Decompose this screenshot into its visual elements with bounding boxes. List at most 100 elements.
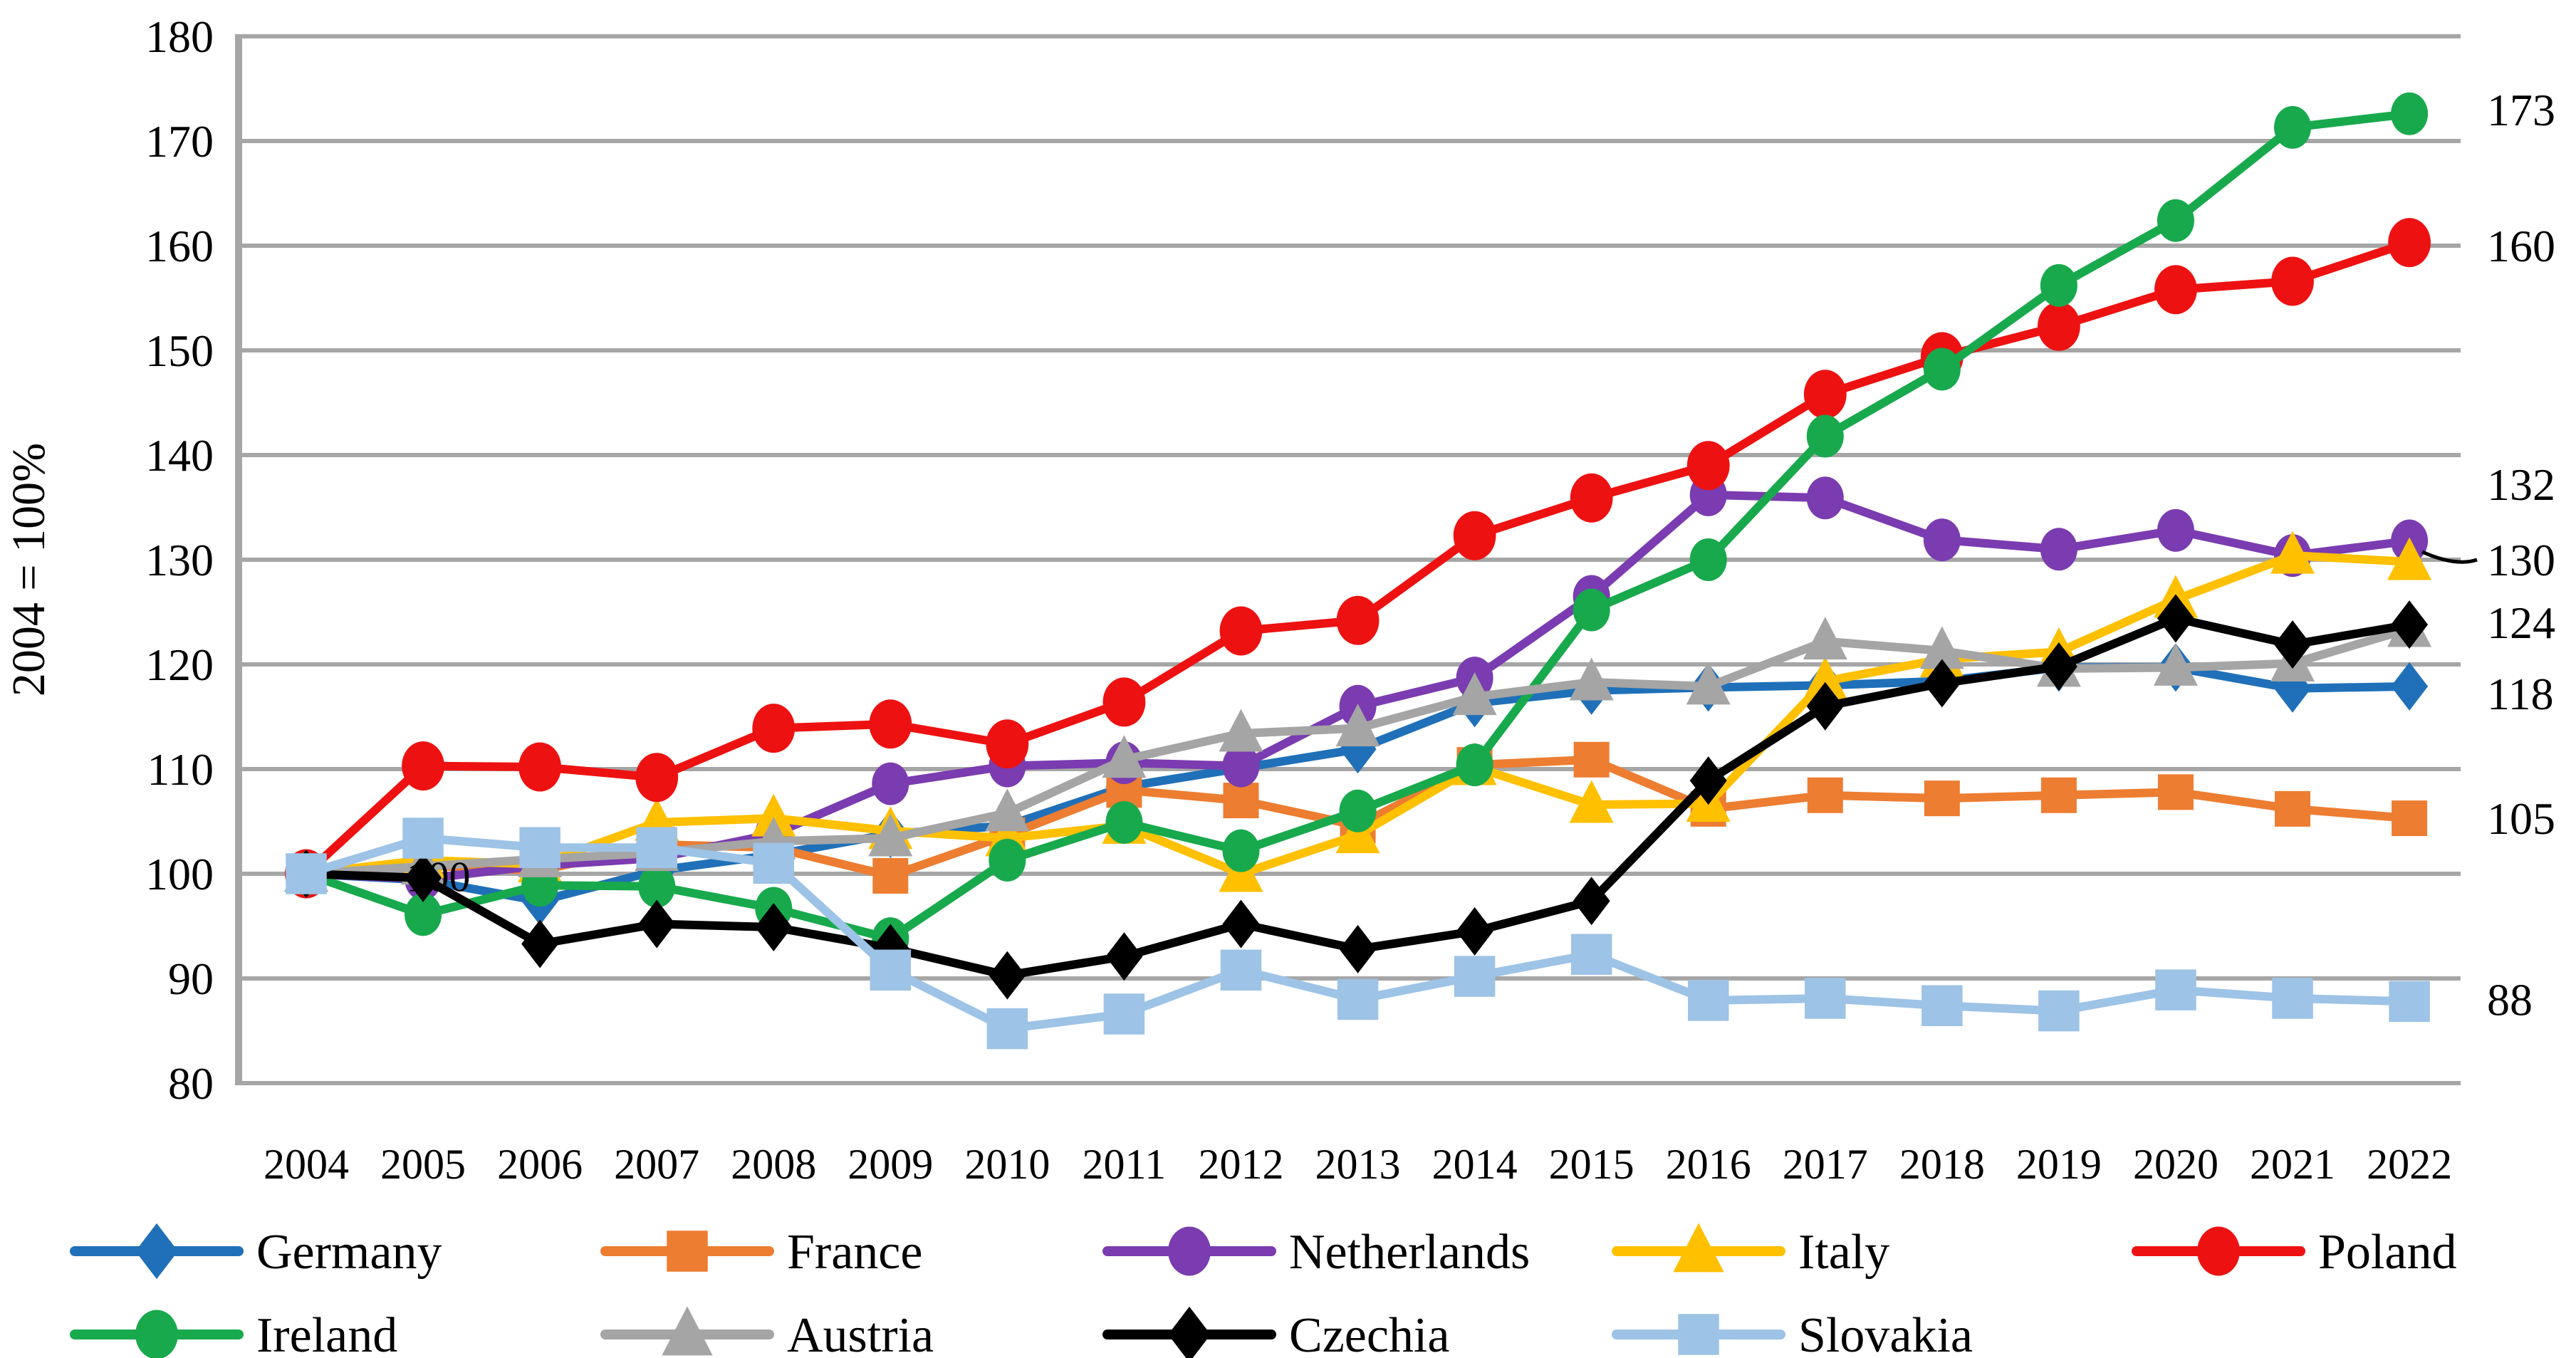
marker-diamond [2157,594,2194,643]
marker-diamond [1222,899,1260,949]
y-tick-label-110: 110 [147,744,214,795]
marker-circle [2040,263,2077,307]
marker-circle [869,699,912,749]
x-tick-label-2013: 2013 [1315,1141,1401,1188]
marker-circle [989,838,1026,882]
marker-circle [1689,538,1727,581]
y-tick-label-170: 170 [145,116,214,167]
marker-circle [518,742,562,792]
marker-circle [2391,92,2429,135]
marker-square [1570,934,1612,975]
marker-circle [1573,588,1610,632]
marker-square [519,827,560,868]
y-tick-label-80: 80 [168,1058,214,1109]
marker-circle [2157,199,2194,242]
marker-triangle [1569,780,1614,823]
marker-square [667,1231,708,1272]
marker-circle [2038,301,2080,351]
marker-circle [1102,677,1146,727]
end-label-germany: 118 [2487,669,2554,719]
marker-circle [1453,511,1496,560]
legend-label: France [787,1225,922,1280]
x-tick-label-2011: 2011 [1083,1141,1167,1188]
x-tick-label-2018: 2018 [1899,1141,1985,1188]
marker-diamond [755,902,793,951]
marker-diamond [521,919,559,968]
marker-square [2157,774,2194,810]
x-tick-label-2021: 2021 [2250,1141,2335,1188]
marker-circle [2271,256,2314,306]
x-tick-label-2005: 2005 [380,1141,466,1188]
marker-square [1687,980,1729,1021]
marker-triangle [1219,709,1263,752]
legend-item-austria: Austria [600,1306,934,1358]
marker-circle [752,704,796,753]
marker-triangle [1803,657,1847,700]
y-tick-label-130: 130 [145,535,214,585]
marker-square [1924,780,1960,817]
marker-square [872,857,909,894]
legend-item-germany: Germany [70,1223,442,1280]
x-tick-label-2006: 2006 [497,1141,583,1188]
x-tick-label-2019: 2019 [2016,1141,2102,1188]
marker-square [2272,978,2313,1019]
marker-diamond [1339,725,1377,774]
marker-triangle [2153,642,2198,686]
series-poland [285,218,2431,899]
end-label-netherlands: 132 [2487,459,2555,510]
marker-diamond [1923,659,1961,708]
marker-square [1220,949,1262,991]
marker-circle [2157,508,2194,552]
marker-circle [1806,414,1844,458]
y-tick-label-160: 160 [145,221,214,271]
marker-square [2389,981,2430,1023]
end-label-france: 105 [2487,793,2555,844]
marker-triangle [1335,704,1380,747]
end-label-poland: 160 [2487,221,2555,271]
x-tick-label-2016: 2016 [1666,1141,1751,1188]
marker-square [2040,777,2077,813]
x-tick-label-2010: 2010 [964,1141,1050,1188]
marker-triangle [1569,657,1614,701]
marker-circle [1923,518,1961,562]
legend-label: Austria [787,1308,934,1358]
marker-diamond [1456,907,1493,956]
start-value-label: 100 [406,853,470,900]
marker-diamond [1339,924,1377,973]
marker-square [2155,969,2196,1010]
marker-triangle [1102,735,1147,778]
marker-circle [1923,348,1961,391]
marker-square [286,853,327,894]
marker-square [1337,978,1379,1020]
marker-square [870,949,912,991]
x-tick-label-2007: 2007 [614,1141,699,1188]
marker-circle [405,893,442,936]
y-tick-label-140: 140 [145,430,214,481]
marker-diamond [1168,1306,1211,1358]
legend-item-italy: Italy [1612,1223,1889,1280]
y-tick-label-150: 150 [145,325,214,376]
x-tick-label-2014: 2014 [1432,1141,1518,1188]
y-tick-label-120: 120 [145,639,214,690]
legend-item-netherlands: Netherlands [1102,1225,1530,1280]
y-axis-title: 2004 = 100% [3,443,55,696]
marker-triangle [1803,617,1847,660]
x-tick-label-2020: 2020 [2133,1141,2218,1188]
marker-square [402,818,444,859]
marker-circle [1222,744,1260,788]
y-tick-label-100: 100 [145,849,214,899]
marker-circle [1219,606,1263,656]
marker-triangle [1452,672,1497,716]
marker-triangle [1673,1223,1724,1273]
end-label-slovakia: 88 [2487,974,2533,1025]
end-label-leader-italy [2421,550,2478,564]
marker-circle [638,865,676,908]
marker-diamond [2274,620,2312,669]
legend-item-slovakia: Slovakia [1612,1308,1973,1358]
legend-item-czechia: Czechia [1102,1306,1449,1358]
end-label-czechia: 124 [2487,597,2555,648]
series-slovakia [286,818,2430,1050]
marker-square [986,1008,1028,1050]
